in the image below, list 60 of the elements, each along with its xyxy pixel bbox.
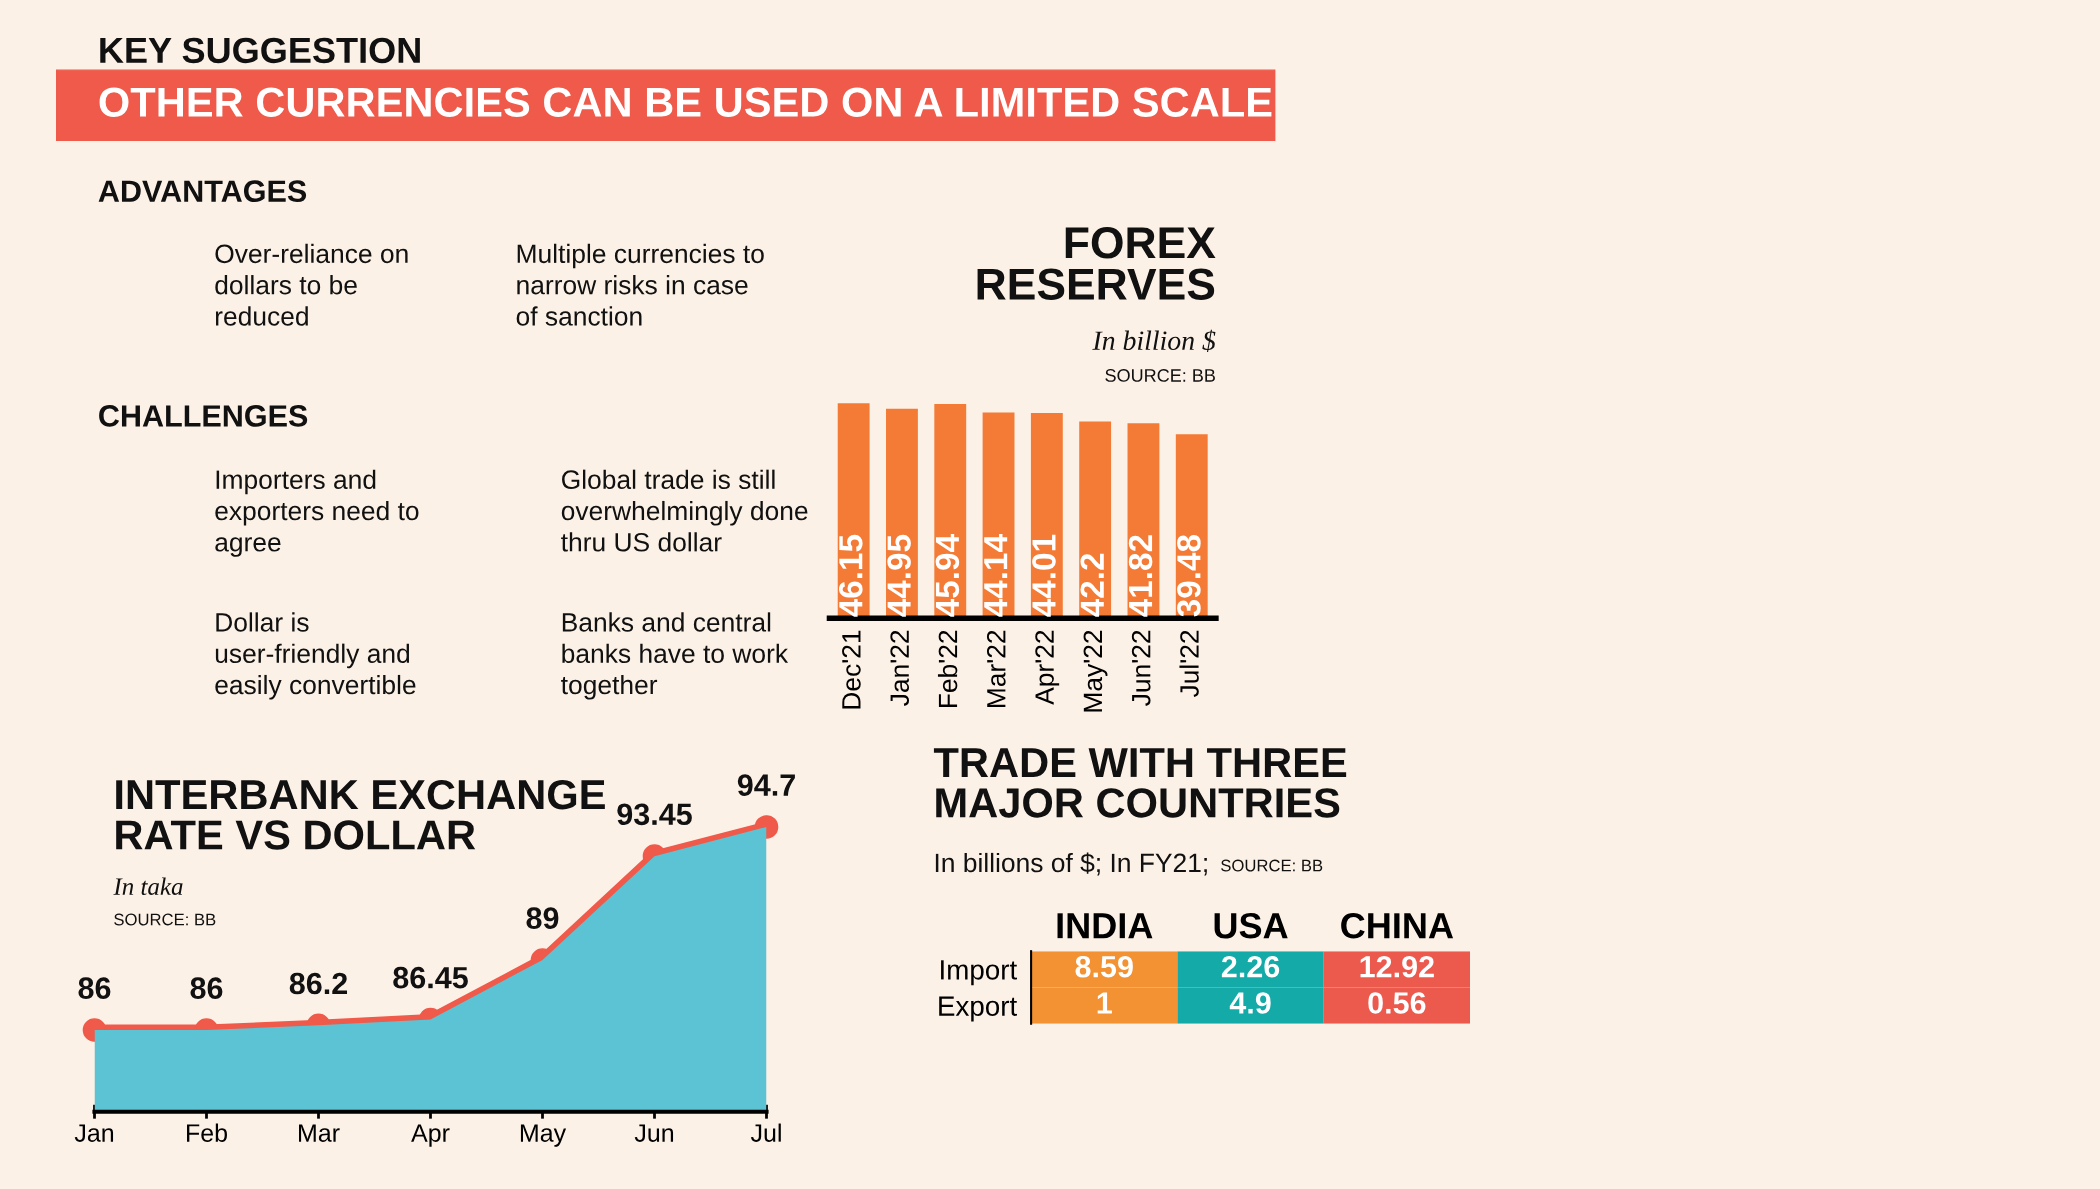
text: Dollar is user-friendly and easily convertible [215, 612, 416, 700]
data-label: 46.15 [838, 534, 863, 617]
data-label: 1 [1097, 992, 1112, 1014]
x-tick-label: Dec'21 [842, 630, 861, 709]
x-tick-label: Feb [187, 1123, 227, 1142]
chart-title: TRADE WITH THREE MAJOR COUNTRIES [933, 748, 1347, 818]
x-tick-label: CHINA [1341, 912, 1454, 939]
text: Multiple currencies to narrow risks in case of sanction [516, 243, 764, 326]
x-tick-label: May'22 [1083, 630, 1108, 712]
data-label: 8.59 [1075, 955, 1133, 978]
text: Over-reliance on dollars to be reduced [215, 243, 408, 326]
data-label: 93.45 [617, 803, 692, 826]
x-tick-label: Jan [74, 1124, 114, 1142]
x-tick-label: Apr [411, 1124, 450, 1147]
data-label: 4.9 [1229, 992, 1271, 1014]
x-tick-label: Feb'22 [937, 630, 958, 708]
x-tick-label: Apr'22 [1035, 630, 1060, 705]
text: Importers and exporters need to agree [215, 469, 419, 557]
text: Banks and central banks have to work together [561, 612, 789, 700]
chart-subtitle: In billions of $; In FY21; [935, 852, 1207, 876]
chart-title: FOREX RESERVES [977, 227, 1216, 300]
x-tick-label: Mar [299, 1124, 340, 1142]
y-tick-label: Import [941, 960, 1018, 986]
data-label: 12.92 [1360, 955, 1434, 978]
text: Global trade is still overwhelmingly done thru US dollar [561, 469, 808, 552]
data-label: 86 [78, 977, 111, 999]
x-tick-label: Jun'22 [1131, 630, 1151, 706]
text: CHALLENGES [99, 405, 308, 427]
data-label: 94.7 [737, 774, 795, 796]
x-tick-label: Jul [750, 1123, 781, 1142]
text: ADVANTAGES [98, 180, 307, 203]
data-label: 42.2 [1080, 553, 1104, 617]
x-tick-label: USA [1214, 912, 1288, 939]
data-label: 86 [190, 977, 223, 999]
text: OTHER CURRENCIES CAN BE USED ON A LIMITED SCALE [99, 87, 1272, 118]
data-label: 89 [526, 907, 559, 929]
x-tick-label: Jun [634, 1124, 674, 1142]
data-label: 44.14 [984, 534, 1008, 617]
chart-title: INTERBANK EXCHANGE RATE VS DOLLAR [116, 779, 605, 850]
data-label: 0.56 [1368, 992, 1426, 1014]
x-tick-label: Jul'22 [1179, 630, 1199, 698]
x-tick-label: INDIA [1057, 913, 1153, 939]
chart-subtitle: In billion $ [1092, 329, 1216, 352]
data-label: 44.95 [887, 534, 911, 617]
data-label: 2.26 [1221, 955, 1280, 978]
source-note: SOURCE: BB [1105, 369, 1215, 382]
text: In taka [113, 877, 183, 896]
data-label: 86.45 [393, 966, 468, 989]
data-label: 86.2 [289, 972, 348, 995]
data-label: 44.01 [1032, 534, 1056, 617]
y-tick-label: Export [939, 996, 1018, 1022]
source-note: SOURCE: BB [1221, 859, 1323, 872]
x-tick-label: Mar'22 [986, 630, 1006, 708]
data-label: 45.94 [935, 534, 960, 617]
x-tick-label: May [520, 1124, 567, 1147]
data-label: 39.48 [1177, 534, 1201, 617]
text: KEY SUGGESTION [100, 37, 420, 64]
annotation: SOURCE: BB [114, 913, 216, 926]
x-tick-label: Jan'22 [890, 630, 910, 706]
data-label: 41.82 [1128, 535, 1153, 617]
